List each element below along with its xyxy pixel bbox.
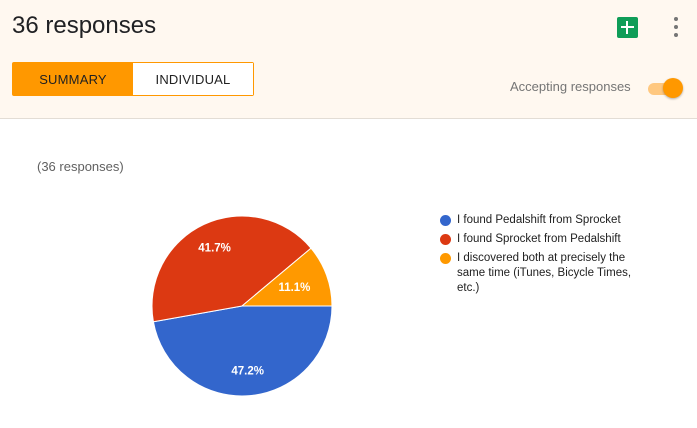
legend-label-1: I found Sprocket from Pedalshift	[457, 233, 621, 245]
pie-slice-label-2: 11.1%	[278, 282, 310, 294]
legend-swatch-2	[440, 253, 451, 264]
pie-chart: 47.2% 41.7% 11.1%	[151, 215, 333, 397]
tab-summary[interactable]: SUMMARY	[13, 63, 133, 95]
legend-swatch-0	[440, 215, 451, 226]
pie-slice-2[interactable]	[240, 247, 333, 307]
summary-individual-tabs: SUMMARY INDIVIDUAL	[12, 62, 254, 96]
pie-slice-1[interactable]	[151, 215, 312, 323]
legend-label-0: I found Pedalshift from Sprocket	[457, 214, 621, 226]
more-vert-icon[interactable]	[668, 15, 684, 39]
chart-legend: I found Pedalshift from Sprocket I found …	[440, 213, 660, 300]
google-sheets-icon[interactable]	[617, 17, 638, 38]
legend-label-2: I discovered both at precisely the same …	[457, 252, 632, 294]
form-header: 36 responses SUMMARY INDIVIDUAL Acceptin…	[0, 0, 697, 119]
accepting-responses-label: Accepting responses	[510, 79, 631, 94]
accepting-responses-toggle[interactable]	[646, 78, 684, 98]
legend-item-1[interactable]: I found Sprocket from Pedalshift	[440, 232, 660, 247]
legend-item-2[interactable]: I discovered both at precisely the same …	[440, 251, 660, 296]
legend-item-0[interactable]: I found Pedalshift from Sprocket	[440, 213, 660, 228]
pie-slice-label-0: 47.2%	[231, 366, 264, 378]
page-title: 36 responses	[12, 12, 157, 39]
pie-slice-label-1: 41.7%	[198, 242, 231, 254]
response-count: (36 responses)	[37, 159, 124, 174]
pie-slice-0[interactable]	[152, 305, 333, 397]
tab-individual[interactable]: INDIVIDUAL	[133, 63, 253, 95]
legend-swatch-1	[440, 234, 451, 245]
